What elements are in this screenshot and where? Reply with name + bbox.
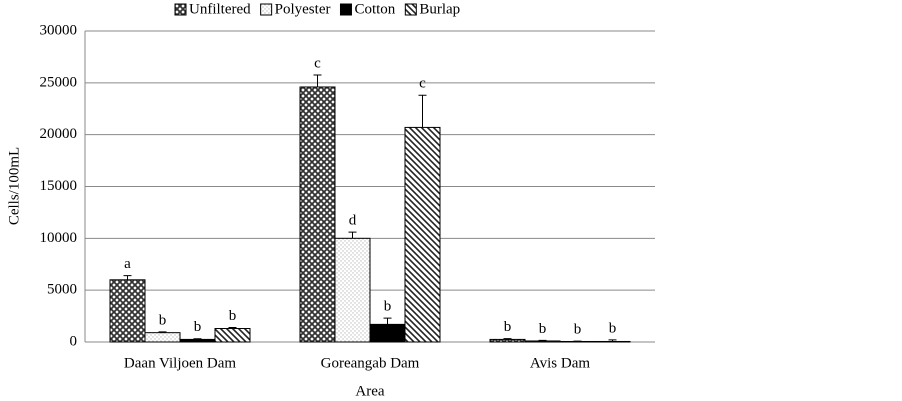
letter-label: c — [419, 76, 426, 92]
y-tick-label: 30000 — [40, 22, 78, 38]
error-bar — [313, 74, 322, 87]
error-bar — [228, 326, 237, 329]
legend-label: Unfiltered — [189, 1, 251, 17]
error-bar — [503, 338, 512, 340]
bar — [144, 332, 181, 343]
letter-label: b — [609, 320, 617, 336]
legend-swatch — [260, 3, 273, 16]
error-bar — [418, 94, 427, 128]
error-bar — [608, 339, 617, 342]
error-bar — [193, 338, 202, 340]
bar — [404, 126, 441, 343]
legend-label: Cotton — [354, 1, 395, 17]
y-tick-label: 0 — [70, 333, 78, 349]
legend-label: Burlap — [419, 1, 460, 17]
letter-label: a — [124, 256, 131, 272]
letter-label: b — [159, 312, 167, 328]
error-bar — [538, 339, 547, 341]
legend-swatch — [339, 3, 352, 16]
bar — [299, 86, 336, 343]
bar — [489, 338, 526, 343]
bar — [214, 328, 251, 343]
error-bar — [123, 275, 132, 280]
letter-label: b — [574, 322, 582, 338]
letter-label: b — [539, 321, 547, 337]
x-axis-title: Area — [355, 383, 384, 399]
y-tick-label: 5000 — [47, 282, 77, 298]
letter-label: c — [314, 55, 321, 71]
y-tick-label: 10000 — [40, 230, 78, 246]
bar — [334, 237, 371, 343]
bar — [524, 340, 561, 343]
bar — [594, 340, 631, 343]
bar — [109, 279, 146, 343]
letter-label: b — [229, 308, 237, 324]
error-bar — [158, 331, 167, 333]
x-tick-label: Daan Viljoen Dam — [124, 355, 236, 371]
legend-swatch — [404, 3, 417, 16]
legend-swatch — [174, 3, 187, 16]
y-axis-title: Cells/100mL — [6, 147, 22, 225]
bar — [179, 338, 216, 343]
x-tick-label: Avis Dam — [530, 355, 590, 371]
x-tick-label: Goreangab Dam — [321, 355, 420, 371]
legend-label: Polyester — [275, 1, 331, 17]
error-bar — [348, 231, 357, 239]
letter-label: d — [349, 213, 357, 229]
error-bar — [383, 317, 392, 325]
letter-label: b — [504, 319, 512, 335]
bar — [369, 323, 406, 343]
letter-label: b — [194, 319, 202, 335]
letter-label: b — [384, 299, 392, 315]
y-tick-label: 20000 — [40, 126, 78, 142]
y-tick-label: 15000 — [40, 178, 78, 194]
y-tick-label: 25000 — [40, 74, 78, 90]
